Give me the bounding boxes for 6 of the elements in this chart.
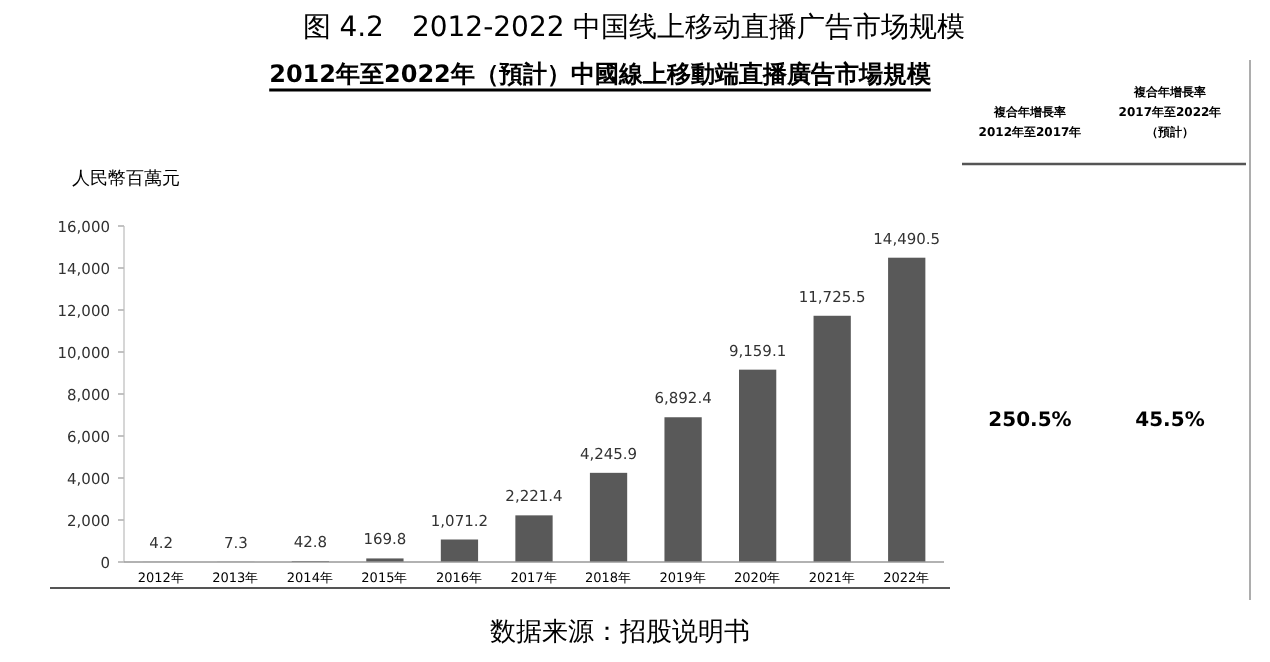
text: 45.5% [1135,410,1205,432]
source-note: 数据来源：招股说明书 [490,618,750,648]
chart-subtitle: 2012年至2022年（預計）中國線上移動端直播廣告市場規模 [269,60,931,88]
text: 250.5% [988,410,1072,432]
y-axis-title: 人民幣百萬元 [72,168,180,190]
chart-title: 图 4.2 2012-2022 中国线上移动直播广告市场规模 [302,12,966,44]
